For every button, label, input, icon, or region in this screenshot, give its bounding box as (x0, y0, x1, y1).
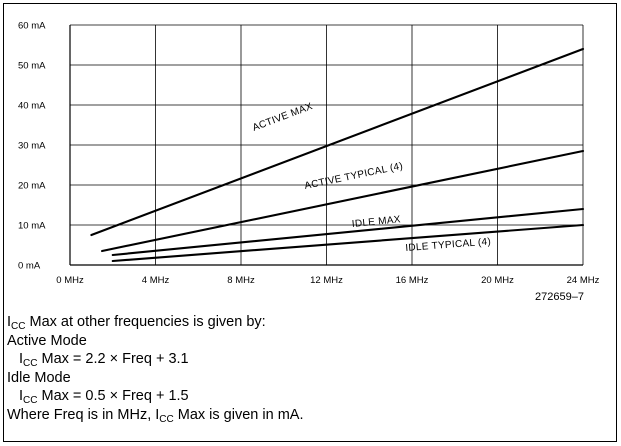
series-line (111, 207, 585, 257)
figure-id: 272659–7 (535, 291, 584, 303)
series-label: IDLE TYPICAL (4) (405, 236, 492, 254)
y-tick-label: 20 mA (18, 181, 46, 192)
x-tick-label: 0 MHz (56, 275, 84, 286)
x-tick-labels: 0 MHz 4 MHz 8 MHz 12 MHz 16 MHz 20 MHz 24 MHz (56, 275, 599, 286)
active-mode-formula: ICC Max = 2.2 × Freq + 3.1 (19, 351, 189, 370)
y-tick-label: 10 mA (18, 221, 46, 232)
series-line (90, 47, 585, 237)
x-tick-label: 12 MHz (310, 275, 343, 286)
notes: ICC Max at other frequencies is given by… (7, 313, 303, 425)
series-lines (90, 47, 585, 263)
series-label: ACTIVE MAX (251, 101, 314, 134)
y-tick-label: 30 mA (18, 141, 46, 152)
x-tick-label: 4 MHz (142, 275, 170, 286)
x-tick-label: 8 MHz (227, 275, 255, 286)
y-tick-labels: 0 mA 10 mA 20 mA 30 mA 40 mA 50 mA 60 mA (18, 21, 46, 272)
x-tick-label: 20 MHz (481, 275, 514, 286)
figure-frame (3, 3, 617, 442)
x-tick-label: 24 MHz (567, 275, 600, 286)
notes-units: Where Freq is in MHz, ICC Max is given i… (7, 406, 304, 425)
series-line (111, 223, 585, 263)
idle-mode-formula: ICC Max = 0.5 × Freq + 1.5 (19, 388, 189, 407)
series-line (101, 149, 585, 253)
y-tick-label: 50 mA (18, 61, 46, 72)
chart: 0 mA 10 mA 20 mA 30 mA 40 mA 50 mA 60 mA 0 MHz… (18, 21, 600, 287)
idle-mode-heading: Idle Mode (7, 369, 71, 386)
series-label: ACTIVE TYPICAL (4) (303, 161, 404, 192)
series-label: IDLE MAX (351, 214, 401, 230)
notes-intro: ICC Max at other frequencies is given by… (7, 314, 266, 332)
axes (69, 25, 583, 266)
active-mode-heading: Active Mode (7, 332, 87, 349)
y-tick-label: 40 mA (18, 101, 46, 112)
y-tick-label: 60 mA (18, 21, 46, 32)
y-tick-label: 0 mA (18, 261, 41, 272)
x-tick-label: 16 MHz (396, 275, 429, 286)
